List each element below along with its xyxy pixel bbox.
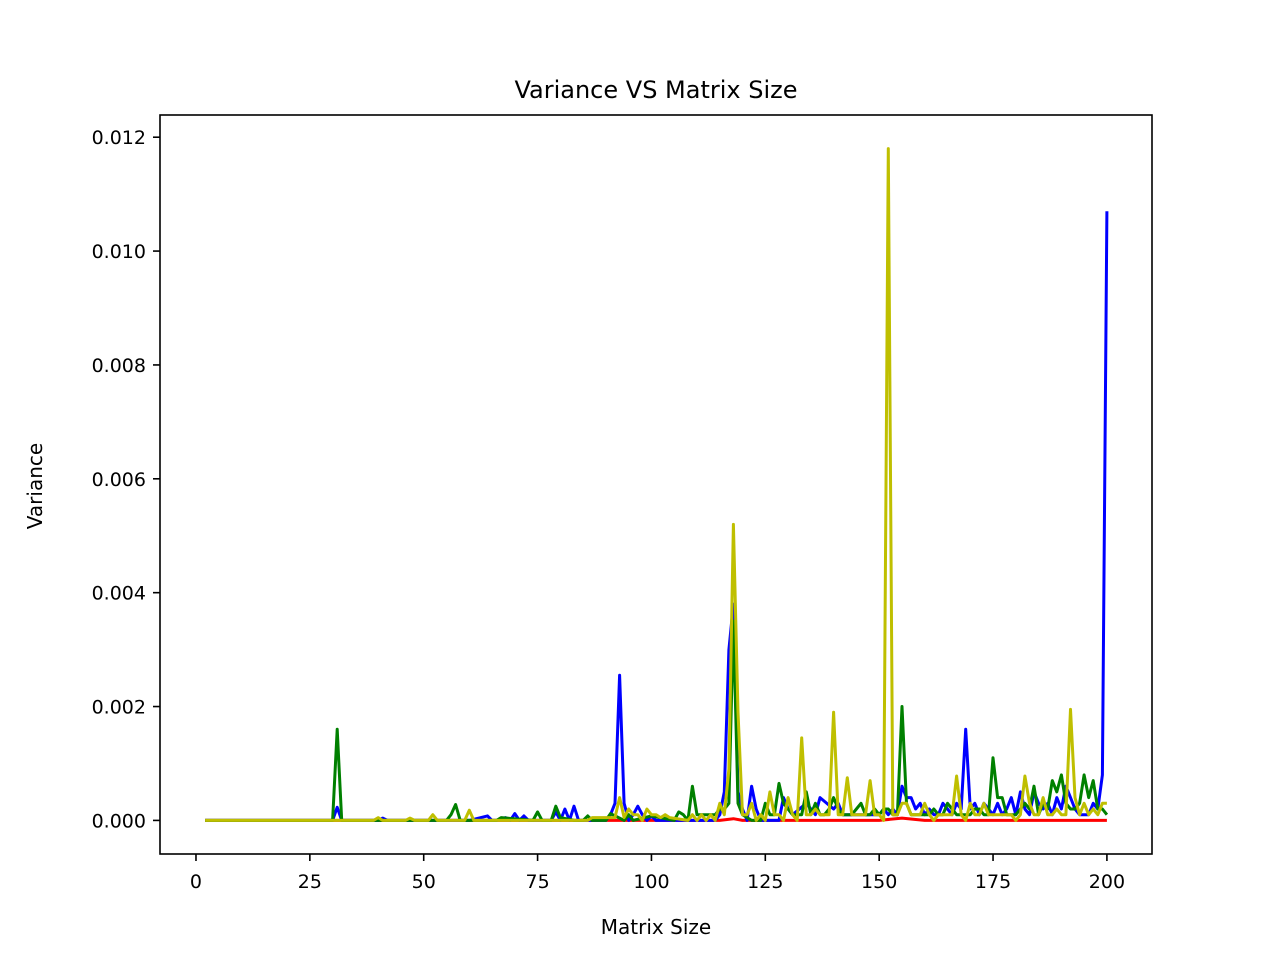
x-tick-label: 200 xyxy=(1089,871,1125,893)
y-tick-label: 0.008 xyxy=(92,355,146,377)
y-tick-label: 0.006 xyxy=(92,469,146,491)
y-tick-label: 0.012 xyxy=(92,127,146,149)
y-tick-label: 0.000 xyxy=(92,810,146,832)
x-tick-label: 125 xyxy=(747,871,783,893)
plot-frame xyxy=(159,114,1153,855)
x-tick-label: 175 xyxy=(975,871,1011,893)
y-tick-label: 0.004 xyxy=(92,583,146,605)
x-tick-label: 100 xyxy=(633,871,669,893)
y-axis-label: Variance xyxy=(23,443,47,529)
series-line-4 xyxy=(205,147,1107,822)
y-tick-label: 0.002 xyxy=(92,697,146,719)
series-layer xyxy=(205,147,1109,822)
chart-title: Variance VS Matrix Size xyxy=(514,76,797,104)
x-tick-label: 0 xyxy=(190,871,202,893)
x-tick-label: 150 xyxy=(861,871,897,893)
x-tick-label: 25 xyxy=(298,871,322,893)
x-axis-label: Matrix Size xyxy=(601,915,711,939)
y-axis-ticks: 0.000 0.002 0.004 0.006 0.008 0.010 0.012 xyxy=(92,127,160,832)
y-tick-label: 0.010 xyxy=(92,241,146,263)
x-axis-ticks: 0 25 50 75 100 125 150 175 200 xyxy=(190,854,1125,893)
x-tick-label: 50 xyxy=(412,871,436,893)
x-tick-label: 75 xyxy=(525,871,549,893)
